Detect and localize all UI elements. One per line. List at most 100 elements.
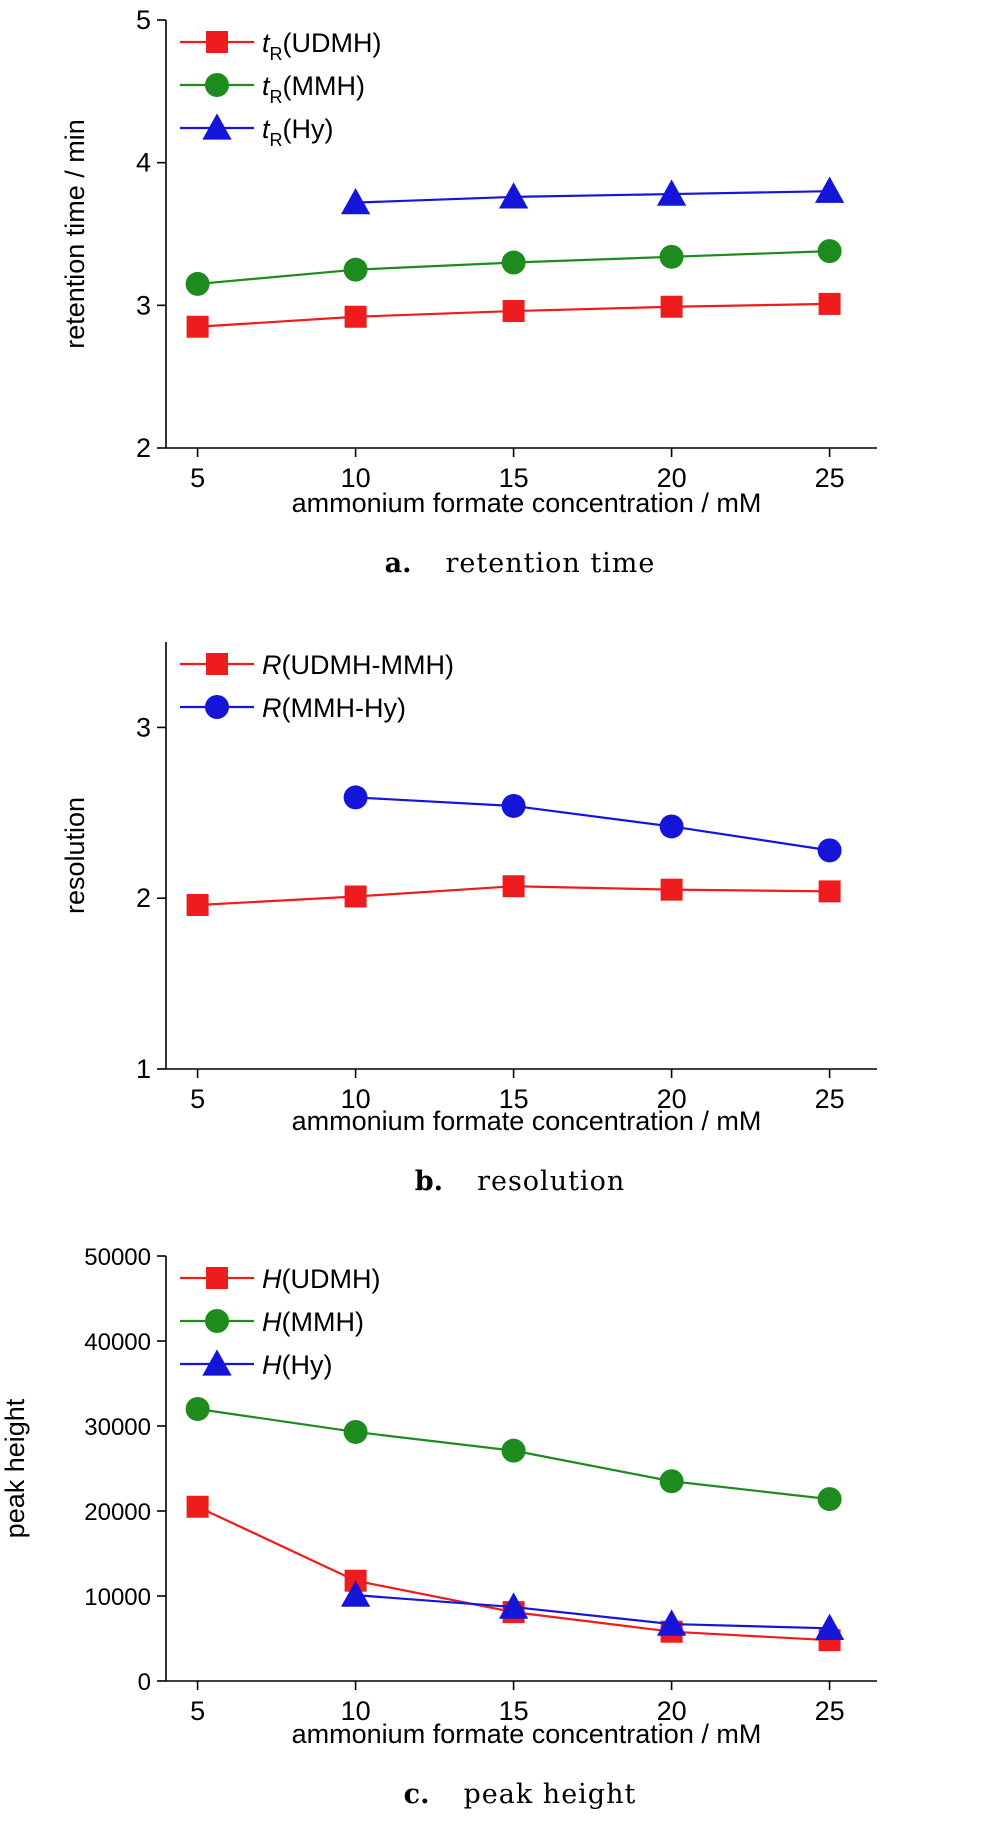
panel-caption: b. resolution (415, 1166, 625, 1197)
x-tick-label: 10 (341, 1084, 371, 1114)
data-point (185, 1397, 210, 1421)
data-point (185, 271, 210, 296)
data-point (343, 257, 368, 282)
legend-marker (206, 1267, 228, 1289)
x-axis-label: ammonium formate concentration / mM (292, 488, 762, 518)
y-tick-label: 3 (136, 712, 151, 742)
series-line (355, 796, 830, 852)
x-tick-label: 15 (499, 1696, 529, 1726)
data-point (501, 250, 526, 275)
data-point (498, 182, 529, 209)
chart-panel-a: 5 10 15 20 25 2 3 4 5 ammonium formate concentrat… (60, 5, 877, 579)
y-axis-label: peak height (0, 1398, 30, 1538)
data-point (817, 1487, 842, 1512)
y-tick-label: 3 (136, 290, 151, 320)
y-tick-label: 20000 (84, 1499, 151, 1526)
legend-label: R(UDMH-MMH) (262, 650, 454, 680)
y-tick-label: 1 (136, 1054, 151, 1084)
chart-panel-b: 5 10 15 20 25 1 2 3 ammonium formate concentrati… (60, 642, 877, 1197)
x-tick-label: 15 (499, 463, 529, 493)
x-tick-label: 20 (657, 1084, 687, 1114)
data-point (501, 1438, 526, 1463)
x-tick-label: 10 (341, 463, 371, 493)
data-point (659, 1469, 684, 1494)
series-line (355, 1594, 830, 1630)
x-tick-label: 20 (657, 463, 687, 493)
x-tick-label: 20 (657, 1696, 687, 1726)
legend-label: H(MMH) (262, 1307, 364, 1337)
legend-entry-0: R(UDMH-MMH) (180, 650, 454, 680)
data-point (340, 1580, 371, 1607)
series-0 (186, 292, 841, 338)
y-tick-label: 4 (136, 148, 151, 178)
y-tick-label: 30000 (84, 1414, 151, 1441)
legend-label: H(Hy) (262, 1350, 332, 1380)
series-1 (185, 239, 842, 296)
y-axis-label: retention time / min (60, 119, 90, 349)
data-point (502, 875, 525, 898)
y-axis-label: resolution (60, 797, 90, 914)
legend-marker (206, 653, 228, 675)
data-point (344, 305, 367, 328)
y-tick-label: 10000 (84, 1584, 151, 1611)
data-point (344, 885, 367, 908)
data-point (660, 878, 683, 901)
data-point (498, 1592, 529, 1619)
data-point (186, 1495, 209, 1518)
y-tick-label: 0 (138, 1669, 151, 1696)
legend-marker (202, 1349, 232, 1376)
x-tick-label: 25 (815, 1084, 845, 1114)
data-point (340, 187, 371, 215)
data-point (186, 315, 209, 338)
series-1 (185, 1397, 842, 1512)
data-point (817, 838, 842, 863)
legend-label: tR(Hy) (262, 114, 334, 150)
series-2 (340, 176, 845, 215)
legend-marker (202, 113, 232, 140)
data-point (656, 179, 687, 206)
x-axis-label: ammonium formate concentration / mM (292, 1106, 762, 1136)
y-tick-label: 50000 (84, 1244, 151, 1271)
data-point (814, 176, 845, 203)
x-tick-label: 25 (815, 463, 845, 493)
y-tick-label: 2 (136, 433, 151, 463)
data-point (660, 295, 683, 318)
data-point (656, 1609, 687, 1636)
legend-entry-2: tR(Hy) (180, 113, 334, 150)
legend-marker (205, 73, 229, 97)
data-point (343, 1419, 368, 1444)
x-tick-label: 5 (190, 1084, 205, 1114)
data-point (659, 244, 684, 269)
legend-marker (205, 1309, 229, 1333)
series-line (355, 190, 830, 204)
data-point (818, 880, 841, 903)
data-point (818, 292, 841, 315)
y-tick-label: 5 (136, 5, 151, 35)
series-0 (186, 1495, 841, 1652)
data-point (501, 793, 526, 818)
data-point (659, 814, 684, 839)
legend-marker (206, 31, 228, 53)
data-point (814, 1613, 845, 1640)
x-tick-label: 10 (341, 1696, 371, 1726)
legend-entry-1: H(MMH) (180, 1307, 364, 1337)
x-tick-label: 15 (499, 1084, 529, 1114)
chart-panel-c: 5 10 15 20 25 0 10000 20000 30000 40000 50000 ammon… (0, 1244, 877, 1810)
legend-entry-1: tR(MMH) (180, 71, 365, 107)
legend-label: R(MMH-Hy) (262, 693, 406, 723)
x-tick-label: 5 (190, 463, 205, 493)
data-point (186, 894, 209, 917)
y-tick-label: 2 (136, 883, 151, 913)
legend-marker (205, 695, 229, 719)
legend-label: tR(UDMH) (262, 28, 382, 64)
legend-label: tR(MMH) (262, 71, 365, 107)
panel-caption: a. retention time (385, 548, 656, 579)
series-2 (340, 1580, 845, 1640)
legend-entry-0: tR(UDMH) (180, 28, 382, 64)
panel-caption: c. peak height (404, 1779, 637, 1810)
legend-entry-1: R(MMH-Hy) (180, 693, 406, 723)
series-1 (343, 785, 842, 863)
legend-entry-2: H(Hy) (180, 1349, 332, 1380)
legend-entry-0: H(UDMH) (180, 1264, 380, 1294)
x-axis-label: ammonium formate concentration / mM (292, 1719, 762, 1749)
